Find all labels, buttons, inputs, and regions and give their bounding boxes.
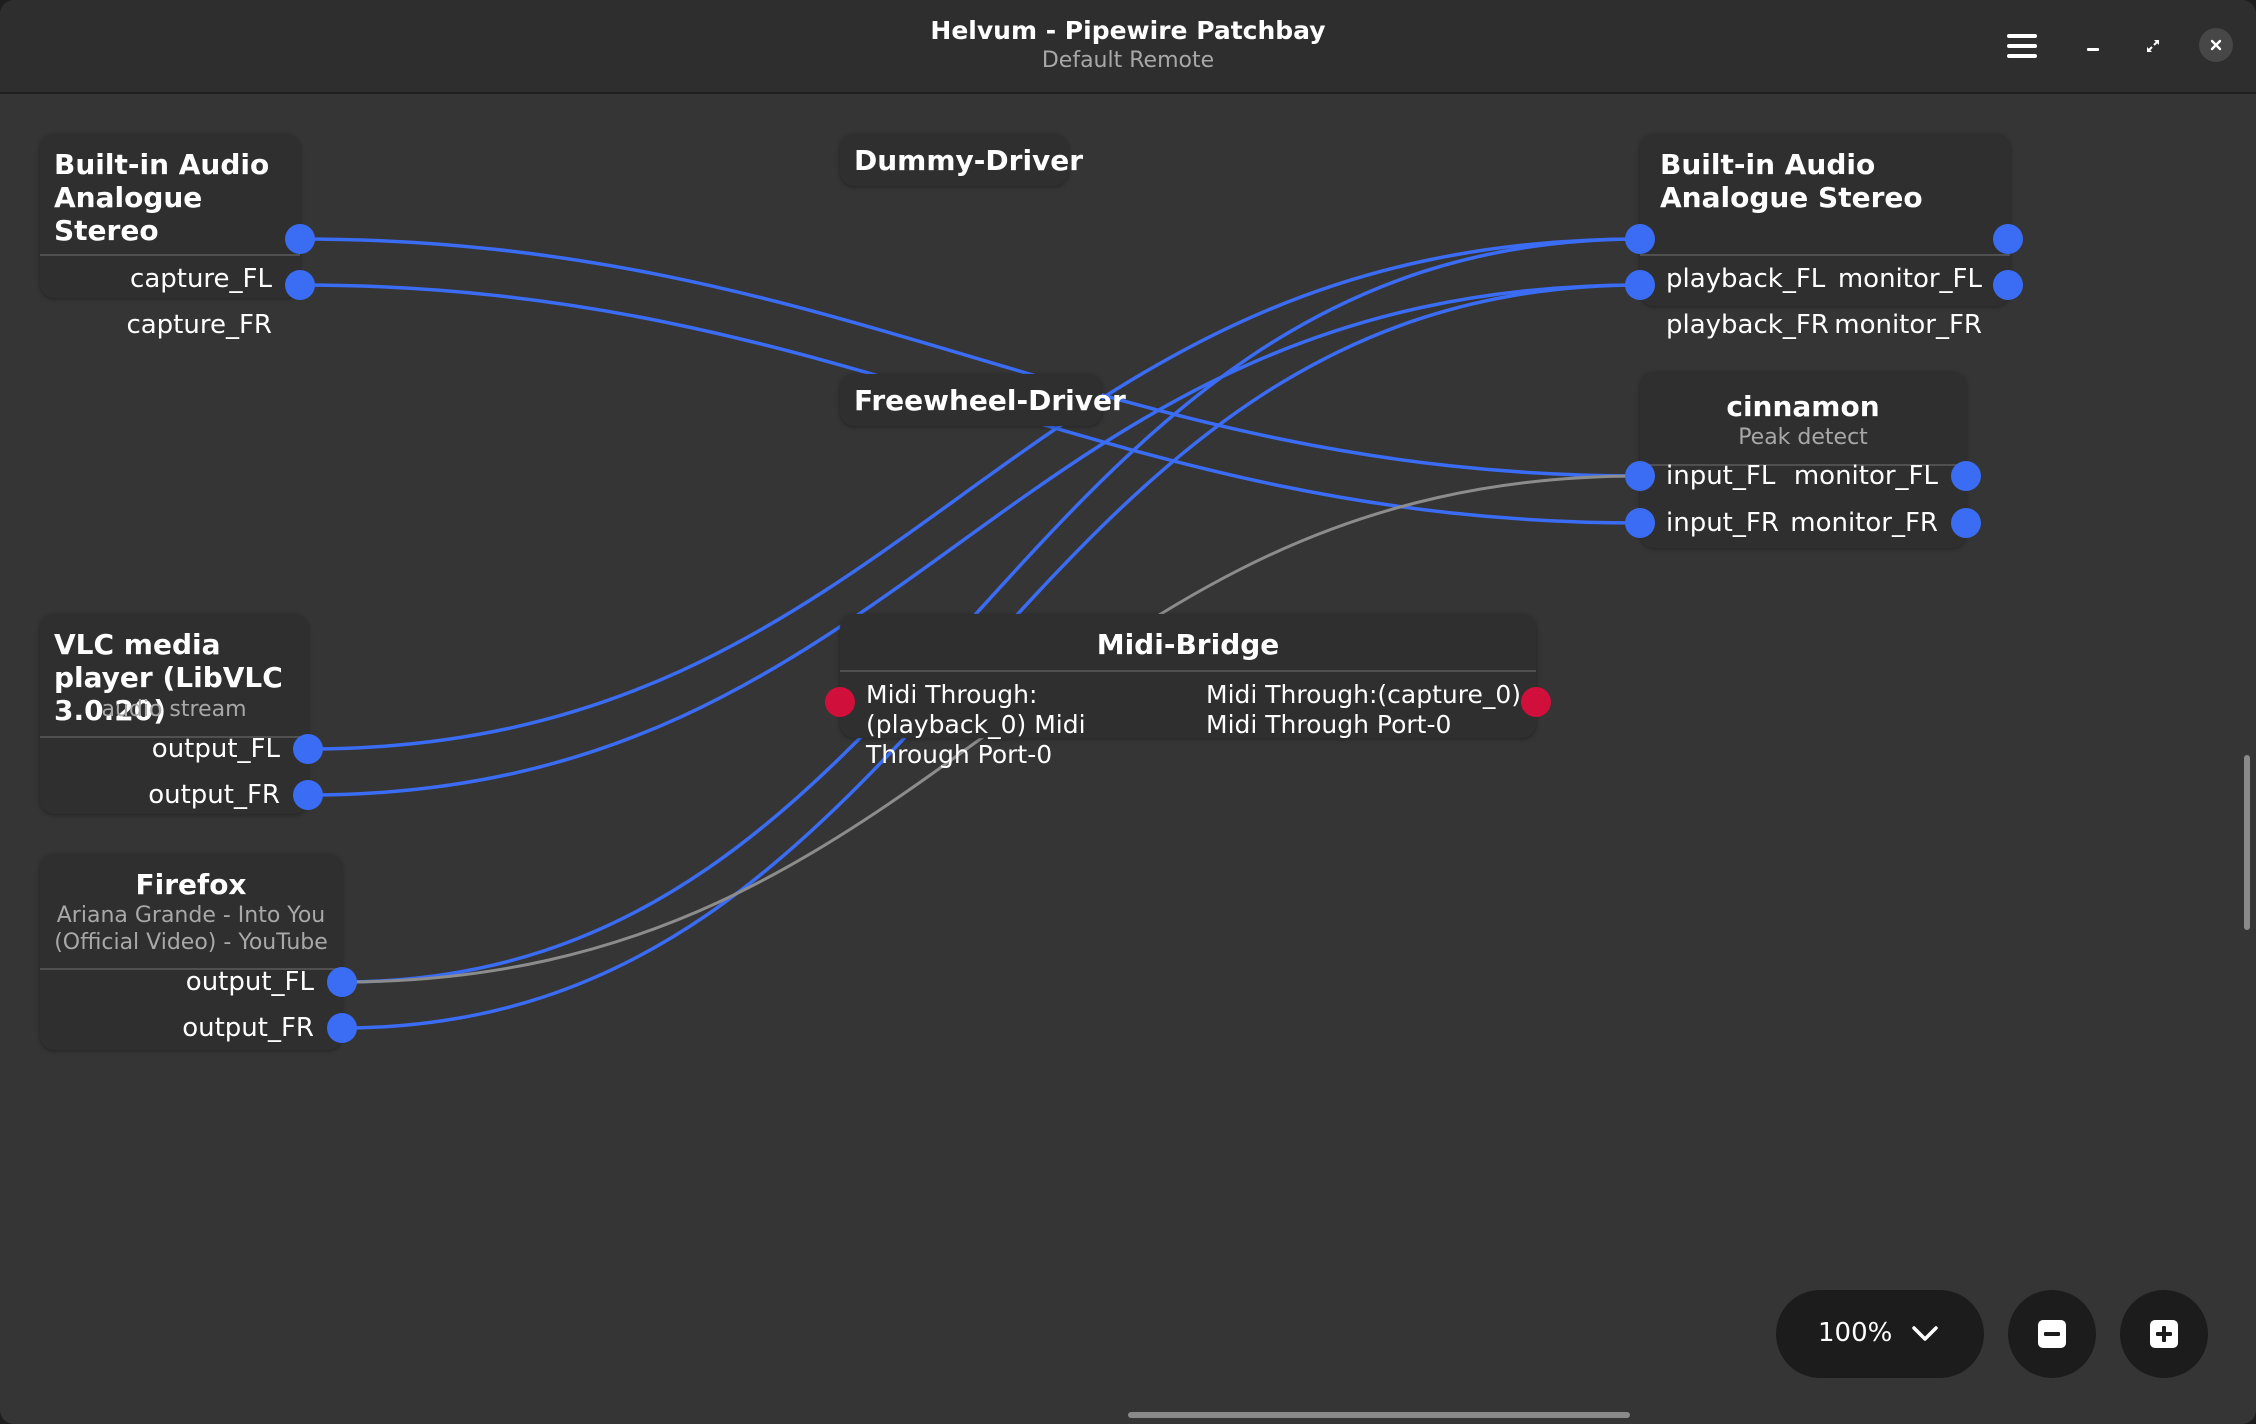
node-vlc-media-player[interactable]: VLC media player (LibVLC 3.0.20) audio s… [40, 614, 308, 814]
node-title: Built-in Audio Analogue Stereo [1660, 148, 1923, 214]
port-monitor-fr[interactable]: monitor_FR [1834, 310, 1982, 340]
port-handle-firefox-output-fl[interactable] [327, 967, 357, 997]
zoom-level-value: 100% [1818, 1318, 1893, 1348]
window-subtitle: Default Remote [1041, 48, 1215, 73]
node-freewheel-driver[interactable]: Freewheel-Driver [840, 374, 1126, 426]
vertical-scrollbar[interactable] [2244, 755, 2250, 930]
port-handle-vlc-output-fr[interactable] [293, 780, 323, 810]
port-handle-capture-fr[interactable] [285, 270, 315, 300]
zoom-level-dropdown[interactable]: 100% [1776, 1290, 1984, 1378]
patchbay-canvas[interactable]: Built-in Audio Analogue Stereo capture_F… [0, 94, 2256, 1424]
port-output-fr[interactable]: output_FR [182, 1013, 314, 1043]
port-handle-monitor-fr[interactable] [1993, 270, 2023, 300]
minimize-button[interactable] [2076, 29, 2110, 63]
port-handle-cinnamon-monitor-fl[interactable] [1951, 461, 1981, 491]
maximize-button[interactable] [2136, 29, 2170, 63]
node-separator [40, 968, 342, 970]
node-title: Dummy-Driver [854, 144, 1084, 177]
node-cinnamon[interactable]: cinnamon Peak detect input_FL input_FR m… [1640, 372, 1966, 548]
chevron-down-icon [1912, 1326, 1938, 1341]
node-title: Firefox [135, 868, 247, 901]
link-firefox-output-fl-to-playback-fl [341, 237, 1641, 984]
node-subtitle: Peak detect [1738, 425, 1868, 450]
close-button[interactable] [2199, 28, 2233, 62]
port-input-fr[interactable]: input_FR [1666, 508, 1779, 538]
node-builtin-audio-playback[interactable]: Built-in Audio Analogue Stereo playback_… [1640, 134, 2010, 340]
port-handle-firefox-output-fr[interactable] [327, 1013, 357, 1043]
node-title: VLC media player (LibVLC 3.0.20) [54, 628, 283, 727]
zoom-out-icon [2038, 1320, 2066, 1348]
port-handle-input-fl[interactable] [1625, 461, 1655, 491]
node-subtitle: Ariana Grande - Into You (Official Video… [54, 903, 328, 955]
zoom-out-button[interactable] [2008, 1290, 2096, 1378]
port-playback-fr[interactable]: playback_FR [1666, 310, 1829, 340]
node-midi-bridge[interactable]: Midi-Bridge Midi Through:(playback_0) Mi… [840, 614, 1536, 769]
port-handle-cinnamon-monitor-fr[interactable] [1951, 508, 1981, 538]
zoom-in-icon [2150, 1320, 2178, 1348]
node-builtin-audio-capture[interactable]: Built-in Audio Analogue Stereo capture_F… [40, 134, 300, 340]
node-title: Freewheel-Driver [854, 384, 1126, 417]
port-capture-fl[interactable]: capture_FL [130, 264, 272, 294]
port-playback-fl[interactable]: playback_FL [1666, 264, 1826, 294]
node-separator [1640, 254, 2010, 256]
node-subtitle: audio stream [101, 697, 247, 722]
link-vlc-output-fl-to-playback-fl [307, 237, 1641, 751]
port-output-fl[interactable]: output_FL [185, 967, 314, 997]
node-title: Built-in Audio Analogue Stereo [54, 148, 270, 247]
port-monitor-fl[interactable]: monitor_FL [1837, 264, 1982, 294]
horizontal-scrollbar[interactable] [1128, 1412, 1630, 1418]
port-input-fl[interactable]: input_FL [1666, 461, 1776, 491]
header-bar: Helvum - Pipewire Patchbay Default Remot… [0, 0, 2256, 94]
hamburger-icon [2007, 34, 2037, 58]
node-separator [840, 670, 1536, 672]
port-output-fl[interactable]: output_FL [151, 734, 280, 764]
port-monitor-fr[interactable]: monitor_FR [1790, 508, 1938, 538]
node-separator [40, 736, 308, 738]
node-separator [1640, 464, 1966, 466]
link-vlc-output-fr-to-playback-fr [307, 283, 1641, 797]
minimize-icon [2087, 48, 2099, 51]
port-midi-output[interactable]: Midi Through:(capture_0) Midi Through Po… [1206, 680, 1522, 739]
port-handle-capture-fl[interactable] [285, 224, 315, 254]
port-handle-midi-input[interactable] [825, 687, 855, 717]
window-title: Helvum - Pipewire Patchbay [930, 16, 1326, 45]
port-handle-monitor-fl[interactable] [1993, 224, 2023, 254]
node-separator [40, 254, 300, 256]
link-capture-fl-to-cinnamon-input-fl [299, 237, 1641, 478]
port-handle-playback-fr[interactable] [1625, 270, 1655, 300]
port-capture-fr[interactable]: capture_FR [126, 310, 272, 340]
port-handle-playback-fl[interactable] [1625, 224, 1655, 254]
port-output-fr[interactable]: output_FR [148, 780, 280, 810]
close-icon [2210, 39, 2222, 51]
node-dummy-driver[interactable]: Dummy-Driver [840, 134, 1083, 186]
node-title: Midi-Bridge [1096, 628, 1280, 661]
port-handle-input-fr[interactable] [1625, 508, 1655, 538]
main-menu-button[interactable] [1998, 24, 2046, 68]
port-monitor-fl[interactable]: monitor_FL [1793, 461, 1938, 491]
port-midi-input[interactable]: Midi Through:(playback_0) Midi Through P… [866, 680, 1086, 769]
maximize-icon [2147, 40, 2159, 52]
zoom-in-button[interactable] [2120, 1290, 2208, 1378]
port-handle-midi-output[interactable] [1521, 687, 1551, 717]
port-handle-vlc-output-fl[interactable] [293, 734, 323, 764]
node-firefox[interactable]: Firefox Ariana Grande - Into You (Offici… [40, 854, 342, 1050]
node-title: cinnamon [1726, 390, 1880, 423]
